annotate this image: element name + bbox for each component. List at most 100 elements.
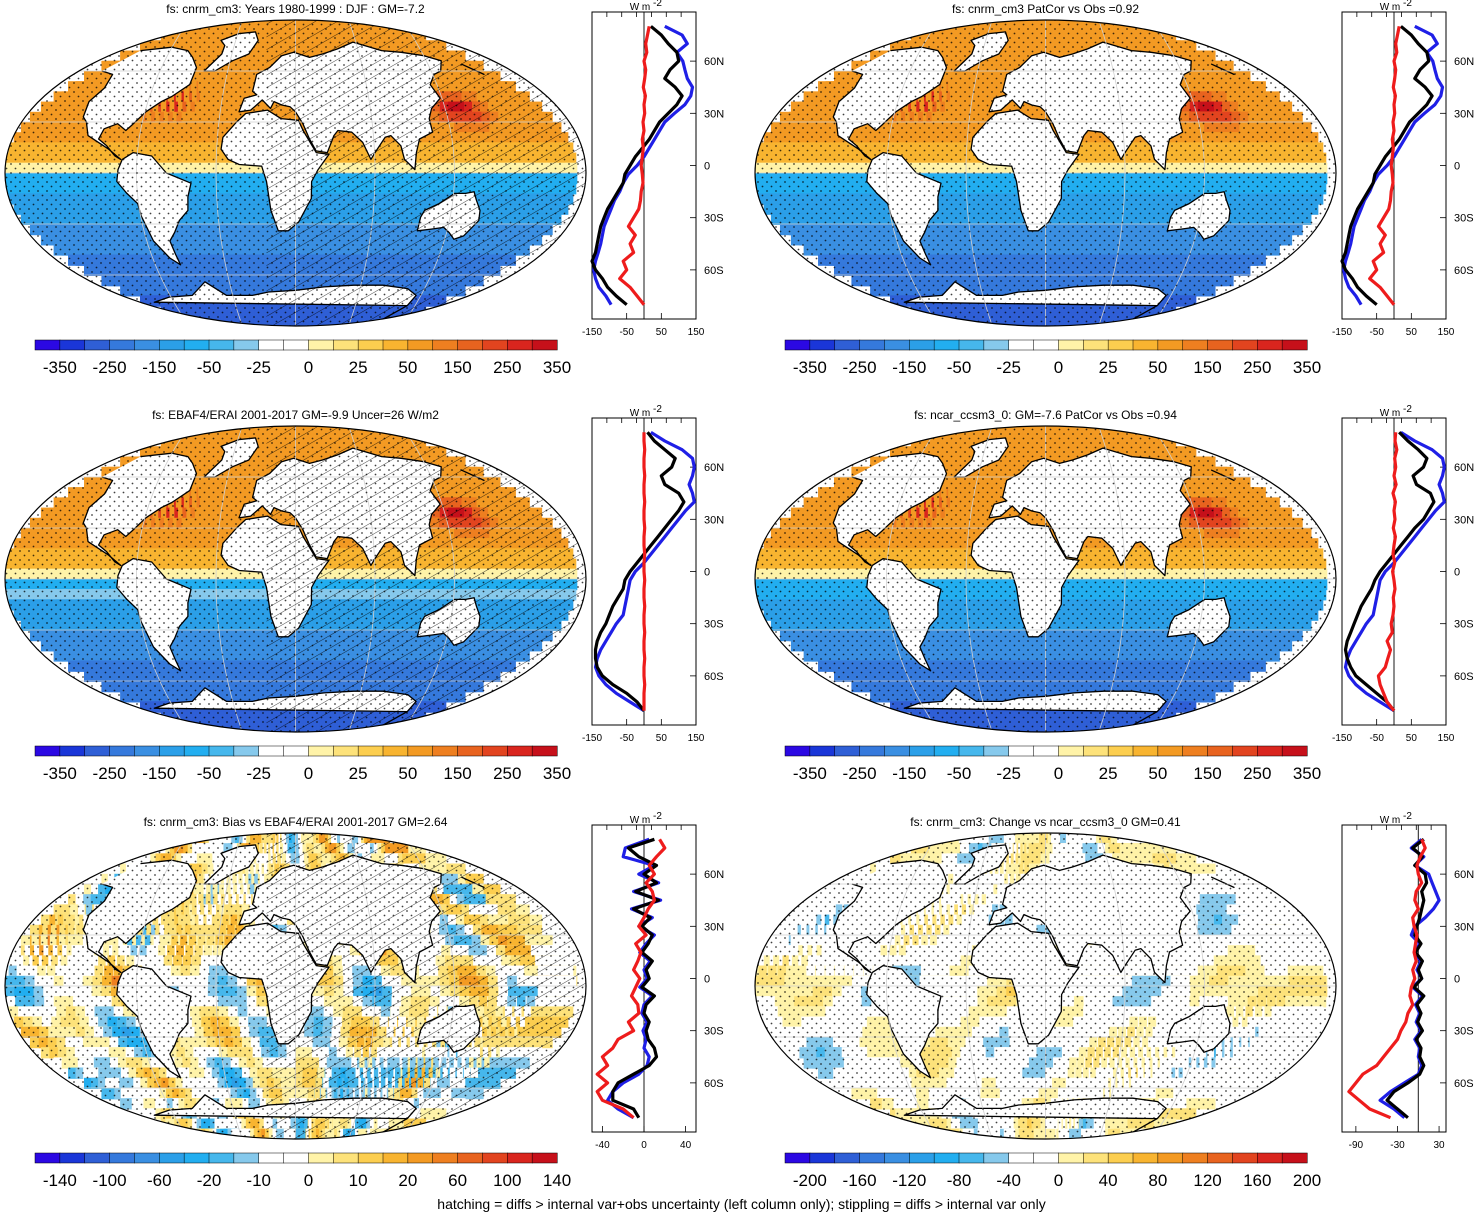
y-tick-label: 60N: [1454, 869, 1474, 881]
zonal-mean-plot: W m -2 -150 -50 50 150 60N 30N 0 30S 60S: [582, 0, 724, 338]
y-tick-label: 0: [1454, 161, 1460, 173]
colorbar-label: -50: [947, 764, 972, 783]
colorbar-label: 350: [1293, 358, 1321, 377]
colorbar-swatch: [1132, 745, 1159, 757]
y-tick-label: 30N: [1454, 921, 1474, 933]
colorbar-swatch: [34, 745, 61, 757]
colorbar-label: -25: [996, 764, 1021, 783]
colorbar-label: -140: [43, 1171, 77, 1190]
panel-title: fs: EBAF4/ERAI 2001-2017 GM=-9.9 Uncer=2…: [152, 408, 439, 422]
y-tick-label: 60N: [1454, 56, 1474, 68]
colorbar-swatch: [109, 745, 135, 757]
colorbar-label: 250: [493, 764, 521, 783]
colorbar-swatch: [482, 745, 508, 757]
y-tick-label: 30S: [1454, 1026, 1474, 1038]
x-tick-label: -150: [582, 327, 602, 338]
x-tick-label: -50: [619, 327, 634, 338]
y-tick-label: 0: [704, 161, 710, 173]
colorbar-label: -40: [996, 1171, 1021, 1190]
x-tick-label: -150: [1332, 733, 1352, 744]
x-tick-label: -40: [595, 1140, 610, 1151]
colorbar-swatch: [1107, 339, 1134, 351]
series-blue: [592, 24, 695, 306]
colorbar-swatch: [482, 1152, 508, 1164]
colorbar-label: -250: [93, 358, 127, 377]
map: [5, 833, 586, 1139]
zonal-mean-plot: W m -2 -150 -50 50 150 60N 30N 0 30S 60S: [1332, 404, 1474, 744]
series-blue: [1343, 430, 1446, 713]
panel-title: fs: ncar_ccsm3_0: GM=-7.6 PatCor vs Obs …: [914, 408, 1177, 422]
colorbar-swatch: [382, 1152, 409, 1164]
colorbar-swatch: [109, 339, 135, 351]
x-tick-label: -150: [1332, 327, 1352, 338]
colorbar-swatch: [308, 1152, 334, 1164]
x-tick-label: 0: [641, 1140, 647, 1151]
x-tick-label: 50: [656, 327, 668, 338]
colorbar-swatch: [1058, 1152, 1084, 1164]
colorbar-label: 25: [349, 764, 368, 783]
colorbar-swatch: [432, 1152, 459, 1164]
colorbar-label: 50: [398, 764, 417, 783]
colorbar-swatch: [308, 339, 334, 351]
colorbar-label: 25: [349, 358, 368, 377]
colorbar-swatch: [809, 745, 836, 757]
y-tick-label: 60S: [1454, 1078, 1474, 1090]
colorbar-label: -350: [793, 358, 827, 377]
colorbar-swatch: [1207, 339, 1233, 351]
colorbar-swatch: [859, 339, 885, 351]
panel-2: fs: cnrm_cm3 PatCor vs Obs =0.92 W m -2 -15…: [754, 0, 1474, 377]
map: [755, 20, 1336, 326]
colorbar-swatch: [183, 745, 210, 757]
colorbar-swatch: [909, 339, 935, 351]
colorbar-label: 250: [1243, 358, 1271, 377]
series-black: [590, 25, 684, 306]
colorbar: -350 -250 -150 -50 -25 0 25 50 150 250 350: [34, 745, 571, 783]
y-tick-label: 0: [1454, 974, 1460, 986]
colorbar-swatch: [958, 1152, 985, 1164]
colorbar-label: -25: [246, 358, 271, 377]
colorbar-label: -250: [843, 358, 877, 377]
colorbar-swatch: [1132, 339, 1159, 351]
colorbar-swatch: [1083, 339, 1109, 351]
panel-title: fs: cnrm_cm3 PatCor vs Obs =0.92: [952, 2, 1139, 16]
colorbar-swatch: [407, 1152, 434, 1164]
colorbar-swatch: [933, 745, 960, 757]
colorbar-label: 20: [398, 1171, 417, 1190]
colorbar-swatch: [909, 1152, 935, 1164]
colorbar-swatch: [333, 339, 359, 351]
colorbar-swatch: [432, 339, 459, 351]
colorbar-swatch: [1281, 1152, 1308, 1164]
series-black: [1385, 838, 1429, 1119]
y-tick-label: 30N: [1454, 108, 1474, 120]
colorbar-swatch: [1107, 745, 1134, 757]
colorbar-swatch: [233, 339, 260, 351]
colorbar-label: -250: [843, 764, 877, 783]
y-tick-label: 30N: [704, 514, 724, 526]
colorbar-swatch: [507, 339, 533, 351]
y-tick-label: 60S: [704, 671, 724, 683]
y-tick-label: 0: [704, 567, 710, 579]
colorbar-label: -200: [793, 1171, 827, 1190]
colorbar-swatch: [208, 745, 235, 757]
zonal-mean-plot: W m -2 -150 -50 50 150 60N 30N 0 30S 60S: [1332, 0, 1474, 338]
colorbar-swatch: [407, 745, 434, 757]
colorbar-swatch: [1257, 1152, 1283, 1164]
panel-1: fs: cnrm_cm3: Years 1980-1999 : DJF : GM…: [4, 0, 724, 377]
y-tick-label: 30N: [704, 108, 724, 120]
colorbar-label: -100: [93, 1171, 127, 1190]
panel-title: fs: cnrm_cm3: Bias vs EBAF4/ERAI 2001-20…: [144, 815, 448, 829]
colorbar-swatch: [84, 745, 111, 757]
colorbar: -200 -160 -120 -80 -40 0 40 80 120 160 200: [784, 1152, 1321, 1190]
colorbar-swatch: [884, 745, 910, 757]
zonal-mean-plot: W m -2 -40 0 40 60N 30N 0 30S 60S: [591, 811, 724, 1151]
colorbar-swatch: [1157, 745, 1184, 757]
colorbar-label: -80: [947, 1171, 972, 1190]
colorbar-swatch: [159, 339, 185, 351]
figure-footer-note: hatching = diffs > internal var+obs unce…: [437, 1196, 1046, 1212]
series-black: [593, 431, 686, 712]
colorbar-label: 80: [1148, 1171, 1167, 1190]
colorbar-swatch: [59, 745, 86, 757]
colorbar-swatch: [208, 339, 235, 351]
colorbar-swatch: [834, 339, 861, 351]
colorbar-label: -60: [147, 1171, 172, 1190]
